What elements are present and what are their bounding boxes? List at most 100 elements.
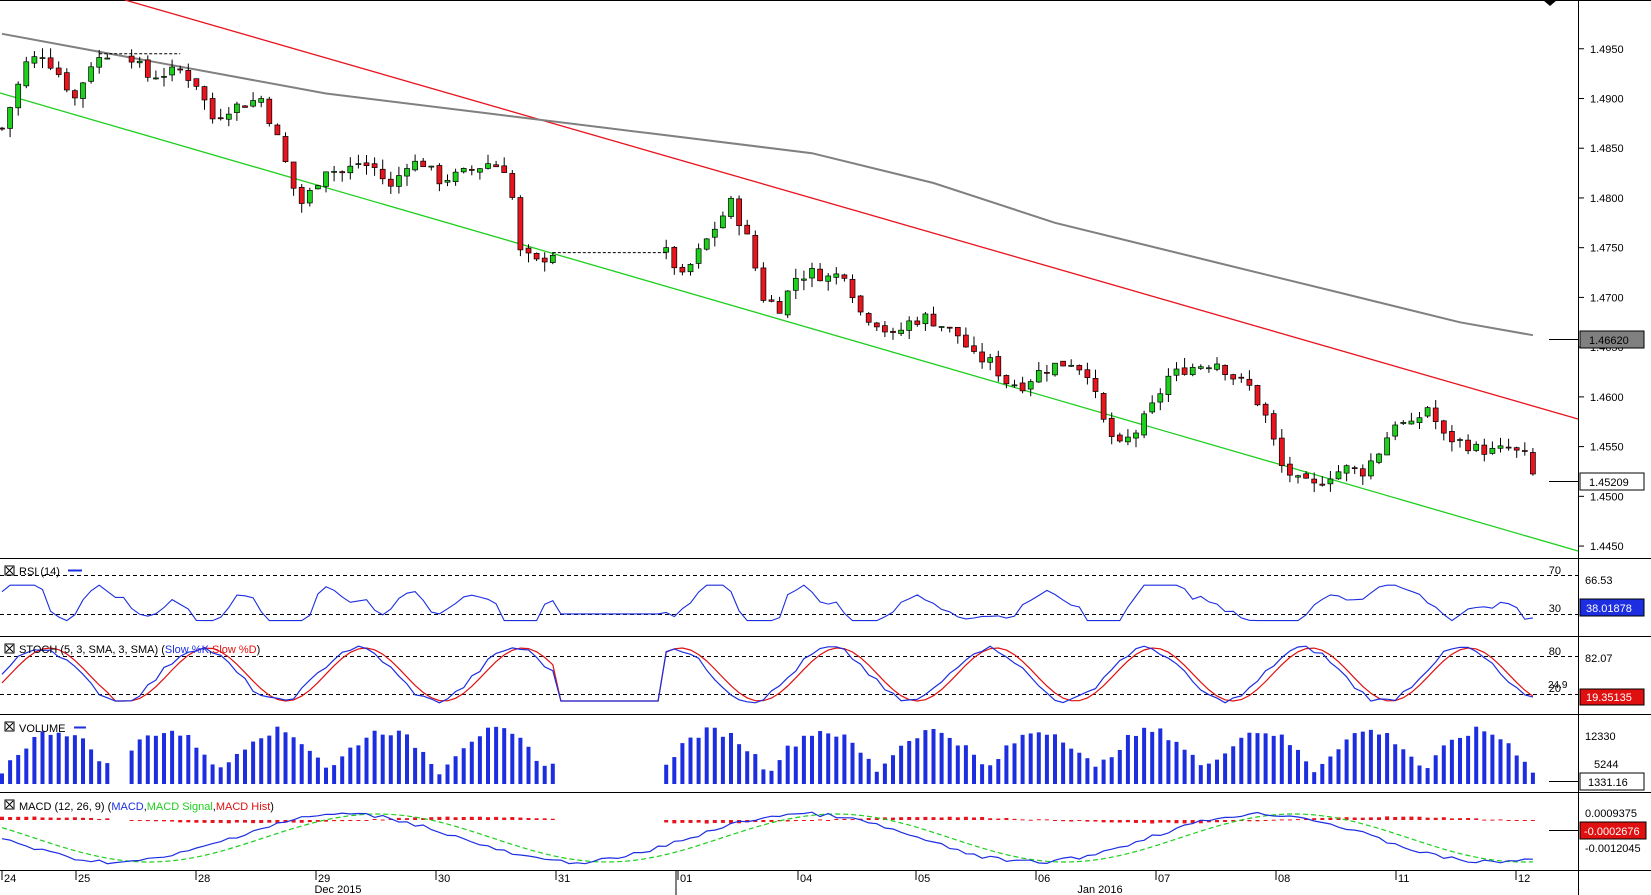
macd-hist-bar <box>202 820 207 823</box>
volume-bar <box>1360 731 1365 784</box>
candle <box>1303 471 1309 479</box>
macd-hist-bar <box>97 818 102 820</box>
macd-hist-bar <box>429 817 434 820</box>
price-tick-label: 1.4800 <box>1590 193 1624 205</box>
macd-hist-bar <box>785 820 790 822</box>
macd-hist-bar <box>332 820 337 822</box>
macd-hist-bar <box>81 817 85 820</box>
volume-bar <box>996 759 1001 784</box>
candle <box>817 263 823 282</box>
macd-hist-bar <box>923 816 928 820</box>
candle <box>428 165 435 171</box>
volume-bar <box>1012 743 1017 784</box>
candle <box>1003 374 1010 389</box>
volume-bar <box>866 758 871 784</box>
candle <box>63 68 70 93</box>
candle <box>177 65 184 74</box>
macd-hist-bar <box>1490 819 1495 821</box>
volume-bar <box>340 756 345 784</box>
macd-hist-bar <box>704 820 709 824</box>
candle <box>1473 441 1480 453</box>
candle <box>290 161 297 196</box>
candle <box>509 170 516 200</box>
macd-hist-bar <box>761 820 766 823</box>
macd-hist-bar <box>267 820 272 823</box>
volume-bar <box>129 750 134 784</box>
stoch-axis-top: 82.07 <box>1585 653 1613 665</box>
volume-bar <box>429 763 434 784</box>
candle <box>809 262 815 288</box>
candle <box>1343 464 1350 482</box>
volume-bar <box>1085 758 1090 784</box>
candle <box>1141 410 1147 439</box>
candle <box>1408 412 1415 425</box>
macd-hist-bar <box>1458 818 1462 820</box>
macd-hist-bar <box>259 820 264 824</box>
volume-bar <box>1093 766 1098 784</box>
candle <box>225 107 232 127</box>
day-label: 01 <box>680 873 692 885</box>
macd-value: -0.0002676 <box>1584 826 1640 838</box>
price-axis: 1.4950 1.4900 1.4850 1.4800 1.4750 1.4700 1.46… <box>1578 44 1624 553</box>
day-label: 29 <box>318 873 330 885</box>
macd-hist-bar <box>494 816 499 820</box>
price-tick-label: 1.4700 <box>1590 292 1624 304</box>
volume-bar <box>445 764 450 784</box>
volume-bar <box>81 738 85 784</box>
macd-hist-bar <box>907 817 912 820</box>
volume-bar <box>720 736 725 784</box>
macd-hist-bar <box>1377 817 1381 820</box>
candle <box>460 167 467 174</box>
month-label: Dec 2015 <box>314 884 361 895</box>
day-label: 28 <box>198 873 210 885</box>
candle <box>387 171 394 194</box>
candle <box>1173 362 1180 382</box>
candle <box>1351 465 1358 475</box>
candle <box>1157 388 1164 411</box>
candle <box>1149 395 1156 415</box>
volume-bar <box>1279 734 1284 784</box>
candle <box>339 170 346 182</box>
volume-bar <box>348 747 353 784</box>
macd-hist-bar <box>1085 820 1090 822</box>
price-tick-label: 1.4950 <box>1590 44 1624 56</box>
macd-hist-bar <box>688 820 693 823</box>
macd-hist-bar <box>1344 817 1349 820</box>
macd-hist-bar <box>988 818 993 820</box>
macd-hist-bar <box>16 816 21 820</box>
candle <box>323 171 329 193</box>
volume-bar <box>818 730 823 784</box>
macd-hist-bar <box>834 818 839 820</box>
candle <box>1465 434 1471 455</box>
volume-bar <box>1182 749 1187 784</box>
candle <box>882 321 888 338</box>
volume-bar <box>1206 763 1211 784</box>
support-trendline <box>0 92 1579 552</box>
candle <box>379 159 386 185</box>
volume-bar <box>1441 745 1446 784</box>
macd-hist-bar <box>1312 818 1317 820</box>
candle <box>1019 376 1026 394</box>
candle <box>72 89 78 106</box>
candle <box>801 270 807 291</box>
macd-hist-bar <box>664 820 669 823</box>
candle <box>1311 472 1318 493</box>
macd-panel: MACD (12, 26, 9) (MACD,MACD Signal,MACD … <box>0 799 1647 865</box>
macd-hist-bar <box>939 817 944 820</box>
candle <box>1449 425 1455 452</box>
volume-bar <box>1287 745 1292 784</box>
macd-hist-bar <box>1109 820 1114 823</box>
day-label: 08 <box>1278 873 1290 885</box>
macd-hist-bar <box>1433 817 1438 820</box>
candle <box>1270 410 1277 446</box>
volume-bar <box>1134 735 1138 784</box>
volume-bar <box>388 735 393 784</box>
candle <box>776 296 783 314</box>
candle <box>306 187 313 207</box>
volume-bar <box>421 751 426 784</box>
volume-bar <box>1044 734 1049 784</box>
candle <box>703 238 710 251</box>
macd-hist-bar <box>340 820 345 822</box>
volume-bar <box>850 742 855 784</box>
candle <box>1100 392 1107 423</box>
